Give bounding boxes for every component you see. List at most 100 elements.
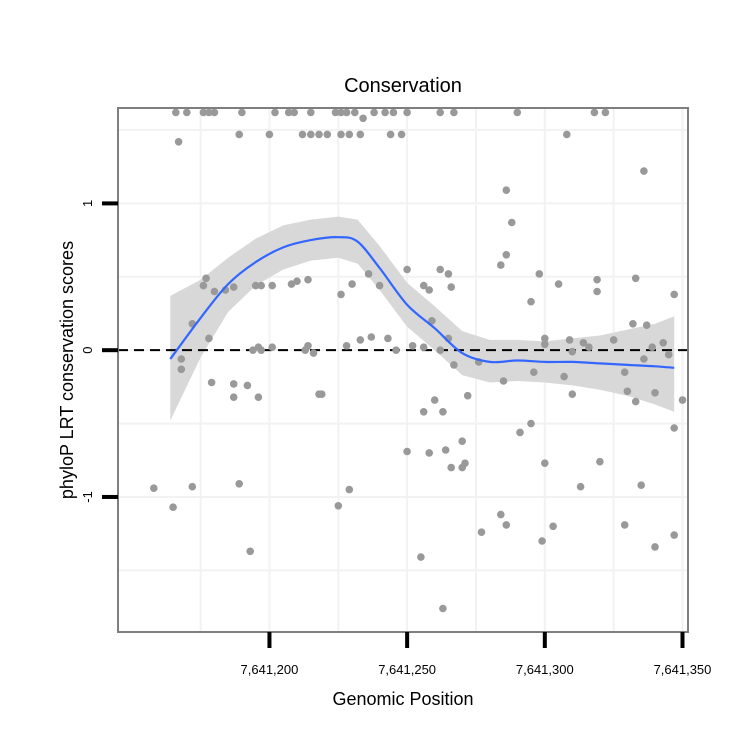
data-point (268, 281, 277, 290)
data-point (541, 334, 549, 343)
data-point (670, 531, 678, 539)
y-axis-title: phyloP LRT conservation scores (57, 241, 77, 499)
data-point (497, 261, 505, 269)
x-tick-label: 7,641,250 (378, 662, 436, 677)
data-point (477, 528, 486, 536)
data-point (345, 130, 354, 139)
data-point (629, 320, 637, 328)
smooth-trend-line (169, 236, 675, 369)
data-point (620, 521, 629, 529)
data-point (541, 340, 549, 349)
data-point (499, 377, 508, 385)
data-point (249, 346, 257, 355)
data-point (447, 463, 456, 472)
data-point (568, 347, 577, 356)
data-point (235, 480, 243, 488)
x-tick-label: 7,641,350 (654, 662, 712, 677)
data-point (268, 343, 277, 352)
data-point (199, 108, 208, 117)
data-point (290, 108, 299, 117)
data-point (568, 390, 577, 399)
data-point (576, 482, 585, 491)
data-point (640, 355, 648, 363)
data-point (541, 459, 549, 468)
data-point (323, 130, 332, 139)
data-point (463, 391, 472, 400)
data-point (579, 339, 588, 347)
data-point (301, 346, 310, 355)
data-point (549, 522, 557, 531)
data-point (309, 349, 318, 357)
data-point (444, 270, 453, 278)
data-point (337, 290, 345, 299)
data-point (199, 281, 208, 290)
data-point (202, 274, 210, 283)
data-point (229, 380, 238, 388)
y-tick-label: 0 (80, 347, 95, 354)
data-point (271, 108, 279, 117)
data-point (235, 130, 243, 139)
data-point (527, 419, 535, 428)
data-point (425, 449, 434, 457)
data-point (337, 130, 345, 139)
data-point (601, 108, 610, 117)
data-point (450, 361, 458, 369)
data-point (670, 290, 678, 299)
data-point (659, 339, 667, 347)
data-point (238, 108, 246, 117)
data-point (508, 218, 516, 227)
data-point (441, 446, 450, 454)
data-point (210, 108, 219, 117)
data-point (419, 343, 428, 352)
plot-frame (117, 107, 689, 633)
data-point (637, 481, 645, 490)
data-point (530, 368, 538, 377)
data-point (331, 108, 340, 117)
data-point (229, 393, 238, 402)
data-point (428, 317, 436, 325)
y-axis: -1 0 1 (80, 200, 118, 503)
data-point (315, 130, 323, 139)
data-point (257, 346, 266, 355)
data-point (430, 396, 439, 404)
data-point (375, 281, 384, 290)
data-point (425, 286, 434, 294)
data-point (345, 485, 354, 494)
data-point (205, 334, 213, 343)
x-tick-label: 7,641,300 (516, 662, 574, 677)
data-point (535, 270, 544, 278)
data-point (403, 108, 411, 117)
data-point (254, 393, 263, 402)
data-point (403, 447, 411, 456)
data-point (436, 346, 445, 355)
data-point (513, 108, 522, 117)
data-point (169, 503, 177, 512)
data-point (284, 108, 293, 117)
data-point (450, 108, 458, 117)
data-point (183, 108, 191, 117)
data-point (207, 378, 216, 387)
data-point (623, 387, 632, 396)
data-point (596, 457, 604, 466)
data-point (590, 108, 599, 117)
data-point (356, 130, 365, 139)
data-point (386, 130, 395, 139)
data-point (516, 428, 524, 437)
x-axis: 7,641,200 7,641,250 7,641,300 7,641,350 (241, 632, 712, 677)
data-point (563, 130, 571, 139)
data-point (620, 368, 629, 377)
data-point (392, 346, 400, 355)
data-point (367, 333, 376, 341)
data-point (419, 408, 428, 416)
data-point (172, 108, 180, 117)
data-point (337, 108, 345, 117)
data-point (364, 270, 373, 278)
data-point (538, 537, 546, 545)
data-point (307, 130, 315, 139)
data-point (243, 381, 252, 390)
data-point (174, 138, 183, 146)
data-point (265, 130, 274, 139)
data-point (251, 281, 260, 290)
data-point (348, 280, 356, 288)
